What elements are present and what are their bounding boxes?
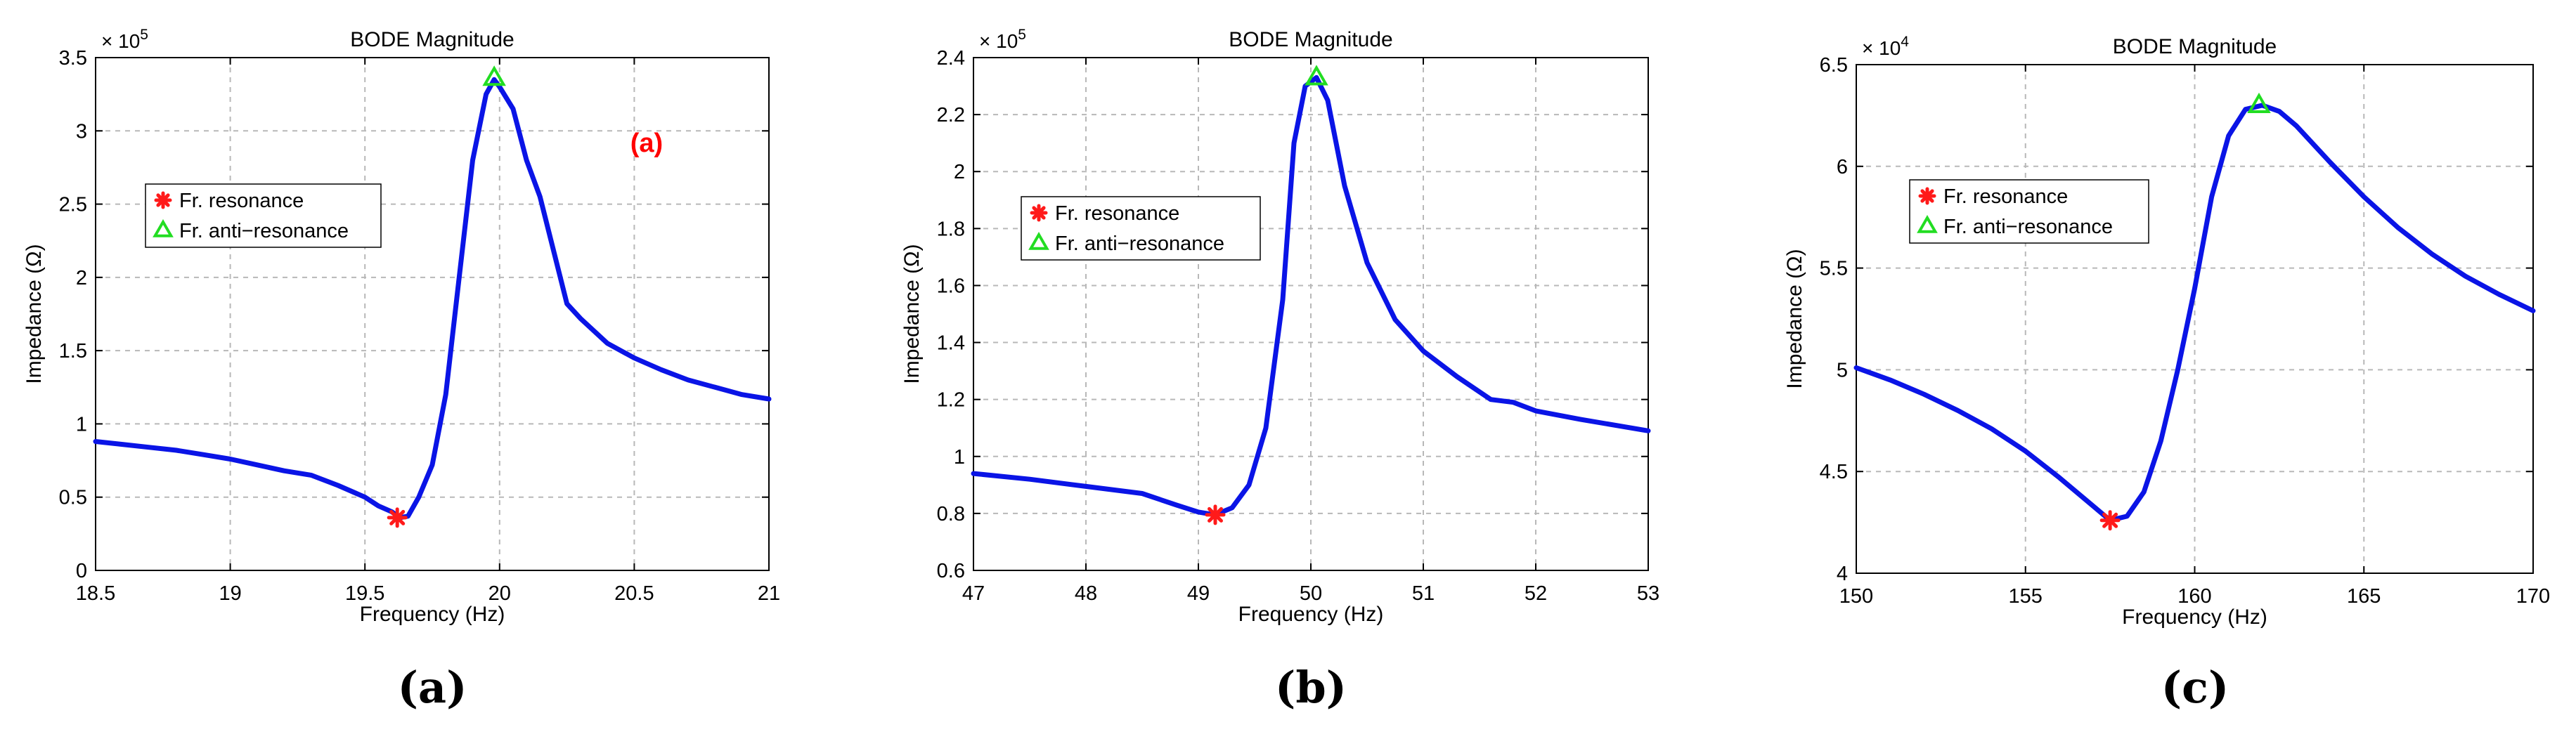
y-multiplier: × 105 [101, 27, 148, 52]
panel-label: (c) [2161, 662, 2229, 713]
axes-frame [1856, 64, 2534, 574]
legend-resonance-icon [1918, 187, 1936, 205]
x-tick-label: 170 [2516, 585, 2550, 608]
legend-resonance-icon [154, 191, 172, 209]
chart-title: BODE Magnitude [2113, 35, 2277, 58]
y-multiplier: × 104 [1862, 34, 1909, 59]
x-axis-label: Frequency (Hz) [1238, 603, 1384, 626]
x-tick-label: 49 [1187, 582, 1210, 605]
legend-box [1909, 179, 2149, 244]
y-tick-label: 0.8 [937, 503, 965, 525]
axes-frame [95, 57, 770, 571]
y-tick-label: 2.5 [59, 194, 87, 216]
x-tick-label: 48 [1075, 582, 1097, 605]
legend: Fr. resonance Fr. anti−resonance [1909, 179, 2149, 244]
chart-panel-3: 150 155 160 165 170 4 4.5 5 5.5 6 6.5 × 104 BODE Mag… [1783, 34, 2550, 713]
x-tick-label: 18.5 [76, 582, 115, 605]
y-tick-label: 1.4 [937, 332, 965, 355]
x-tick-label: 50 [1300, 582, 1322, 605]
x-tick-label: 19 [219, 582, 241, 605]
y-tick-label: 2 [954, 161, 965, 183]
y-tick-label: 3.5 [59, 47, 87, 70]
legend: Fr. resonance Fr. anti−resonance [1021, 196, 1261, 261]
x-axis-label: Frequency (Hz) [360, 603, 505, 626]
y-tick-label: 0.6 [937, 560, 965, 582]
anti-resonance-marker [482, 65, 506, 86]
legend-entry-resonance: Fr. resonance [1055, 202, 1179, 225]
panel-label: (a) [398, 662, 467, 713]
x-tick-label: 52 [1525, 582, 1547, 605]
y-tick-label: 0.5 [59, 487, 87, 509]
chart-title: BODE Magnitude [1229, 28, 1392, 51]
y-tick-label: 4 [1837, 563, 1848, 585]
x-tick-label: 20 [488, 582, 511, 605]
plot-area [1856, 65, 2533, 573]
legend-entry-anti-resonance: Fr. anti−resonance [1055, 233, 1224, 255]
x-tick-label: 21 [758, 582, 780, 605]
legend-box [145, 183, 382, 248]
panel-label: (b) [1275, 662, 1347, 713]
y-tick-label: 5.5 [1820, 258, 1848, 280]
y-tick-label: 2 [76, 267, 87, 289]
legend: Fr. resonance Fr. anti−resonance [145, 183, 382, 248]
y-tick-label: 1.6 [937, 275, 965, 297]
y-tick-label: 6 [1837, 156, 1848, 178]
legend-resonance-icon [1030, 204, 1048, 222]
legend-anti-resonance-icon [1028, 231, 1049, 250]
y-axis-label: Impedance (Ω) [22, 244, 46, 384]
y-axis-label: Impedance (Ω) [900, 244, 924, 384]
impedance-series-line [1853, 103, 2536, 523]
x-tick-label: 160 [2177, 585, 2211, 608]
axes-frame [973, 57, 1649, 571]
resonance-marker [1205, 504, 1226, 525]
x-tick-label: 150 [1839, 585, 1873, 608]
x-tick-label: 51 [1412, 582, 1435, 605]
x-axis-label: Frequency (Hz) [2122, 606, 2267, 629]
chart-panel-2: 47 48 49 50 51 52 53 0.6 0.8 1 1.2 1.4 1.6 1.8 2 2.2 2.4… [900, 27, 1659, 713]
y-tick-label: 1.8 [937, 218, 965, 240]
y-tick-label: 4.5 [1820, 461, 1848, 483]
x-tick-label: 20.5 [614, 582, 654, 605]
legend-entry-resonance: Fr. resonance [1943, 185, 2068, 208]
y-tick-label: 2.2 [937, 104, 965, 126]
resonance-marker [387, 507, 408, 528]
x-tick-label: 53 [1637, 582, 1659, 605]
x-tick-label: 155 [2009, 585, 2043, 608]
legend-entry-resonance: Fr. resonance [179, 190, 304, 212]
x-tick-label: 47 [962, 582, 985, 605]
y-tick-label: 3 [76, 120, 87, 143]
chart-panel-1: 18.5 19 19.5 20 20.5 21 0 0.5 1 1.5 2 2.5 3 3.5 × 105 B… [22, 27, 780, 713]
y-tick-label: 1 [76, 413, 87, 436]
legend-box [1021, 196, 1261, 261]
legend-anti-resonance-icon [153, 218, 174, 237]
anti-resonance-marker [1305, 65, 1328, 86]
impedance-series-line [971, 74, 1651, 518]
y-tick-label: 0 [76, 560, 87, 582]
y-multiplier: × 105 [979, 27, 1026, 52]
y-tick-label: 2.4 [937, 47, 965, 70]
anti-resonance-marker [2247, 92, 2271, 114]
legend-entry-anti-resonance: Fr. anti−resonance [179, 220, 349, 242]
y-tick-label: 1.5 [59, 340, 87, 362]
panel-annotation: (a) [630, 129, 663, 158]
legend-entry-anti-resonance: Fr. anti−resonance [1943, 216, 2113, 238]
legend-anti-resonance-icon [1917, 214, 1938, 233]
y-tick-label: 6.5 [1820, 54, 1848, 77]
x-tick-label: 19.5 [345, 582, 384, 605]
y-tick-label: 1.2 [937, 389, 965, 412]
y-tick-label: 1 [954, 446, 965, 469]
resonance-marker [2099, 510, 2121, 531]
chart-title: BODE Magnitude [350, 28, 514, 51]
plot-area [96, 58, 769, 570]
y-tick-label: 5 [1837, 359, 1848, 381]
x-tick-label: 165 [2347, 585, 2381, 608]
impedance-series-line [93, 77, 772, 521]
y-axis-label: Impedance (Ω) [1783, 249, 1806, 388]
